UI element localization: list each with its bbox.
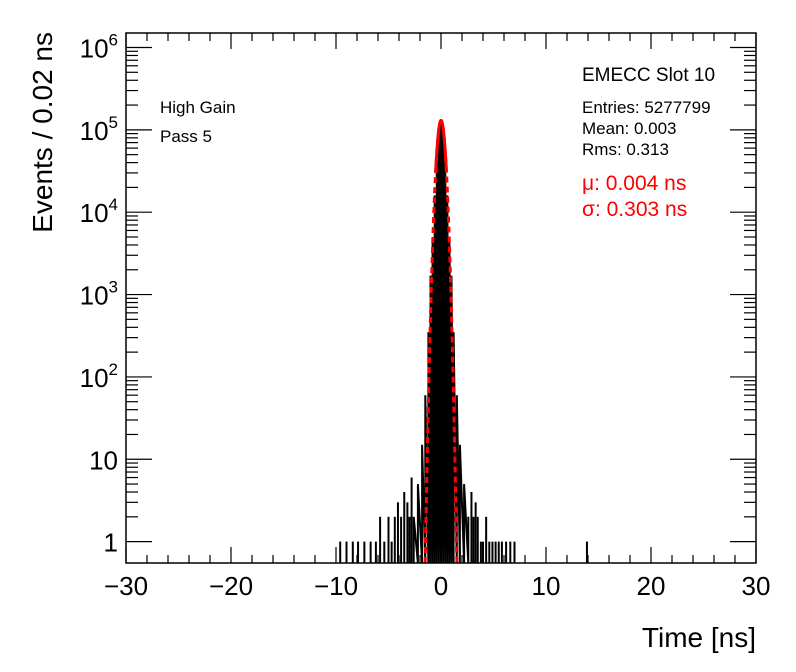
- y-tick-label: 10: [89, 445, 118, 475]
- fit-mu-label: μ: 0.004 ns: [582, 172, 686, 195]
- histogram-core: [412, 120, 470, 564]
- x-tick-label: 10: [532, 571, 561, 601]
- x-axis-title: Time [ns]: [642, 622, 756, 653]
- y-tick-label: 1: [104, 528, 118, 558]
- ticks-layer: [125, 33, 757, 563]
- x-tick-label: 30: [742, 571, 771, 601]
- annotation-pass: Pass 5: [160, 127, 212, 146]
- fit-layer: [423, 118, 459, 564]
- data-layer: [339, 120, 588, 564]
- y-tick-label: 106: [80, 31, 118, 64]
- stats-mean: Mean: 0.003: [582, 119, 677, 138]
- y-tick-label: 104: [80, 195, 118, 228]
- annotation-high-gain: High Gain: [160, 98, 236, 117]
- stats-title: EMECC Slot 10: [582, 65, 715, 86]
- x-tick-label: 0: [434, 571, 448, 601]
- y-tick-label: 103: [80, 278, 118, 311]
- stats-entries: Entries: 5277799: [582, 98, 711, 117]
- x-tick-label: 20: [637, 571, 666, 601]
- gaussian-fit-peak: [434, 118, 448, 173]
- y-tick-label: 102: [80, 360, 118, 393]
- y-axis-title: Events / 0.02 ns: [27, 32, 58, 233]
- labels-layer: −30 −20 −10 0 10 20 30 1 10 102 103 104 105 106: [80, 31, 771, 601]
- stats-rms: Rms: 0.313: [582, 140, 669, 159]
- x-tick-label: −20: [209, 571, 253, 601]
- x-tick-label: −10: [314, 571, 358, 601]
- x-tick-label: −30: [104, 571, 148, 601]
- y-tick-label: 105: [80, 113, 118, 146]
- fit-sigma-label: σ: 0.303 ns: [582, 198, 687, 221]
